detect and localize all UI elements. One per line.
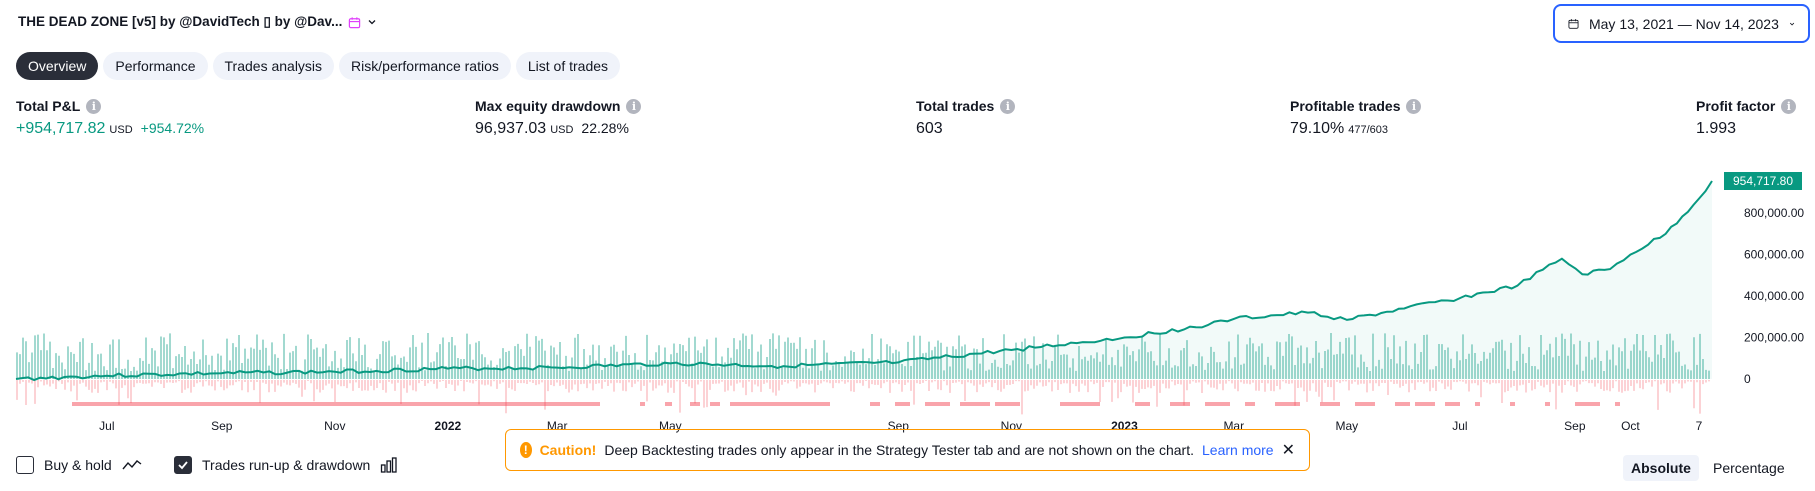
strategy-title[interactable]: THE DEAD ZONE [v5] by @DavidTech ▯ by @D… (18, 14, 377, 30)
x-tick-label: 2022 (435, 419, 462, 433)
runup-checkbox[interactable] (174, 456, 192, 474)
x-tick-label: May (1336, 419, 1359, 433)
caution-text: Deep Backtesting trades only appear in t… (604, 442, 1194, 458)
metric-title: Profitable trades (1290, 98, 1401, 114)
metric-max-drawdown: Max equity drawdown i 96,937.03 USD 22.28… (475, 98, 642, 138)
info-icon[interactable]: i (86, 98, 102, 114)
calendar-icon (1568, 18, 1579, 29)
info-icon[interactable]: i (1406, 98, 1422, 114)
x-tick-label: Sep (1564, 419, 1586, 433)
info-icon[interactable]: i (626, 98, 642, 114)
chevron-down-icon (1789, 22, 1795, 25)
metric-title: Max equity drawdown (475, 98, 621, 114)
chevron-down-icon[interactable] (367, 17, 377, 27)
caution-title: Caution! (539, 442, 597, 458)
line-chart-icon (122, 460, 142, 470)
metric-total-trades: Total trades i 603 (916, 98, 1016, 138)
equity-area (16, 181, 1712, 381)
strategy-title-text: THE DEAD ZONE [v5] by @DavidTech ▯ by @D… (18, 14, 343, 29)
learn-more-link[interactable]: Learn more (1202, 442, 1274, 458)
equity-line (15, 180, 1713, 382)
tab-overview[interactable]: Overview (16, 52, 99, 80)
metric-profitable-trades: Profitable trades i 79.10% 477/603 (1290, 98, 1422, 138)
buy-hold-label: Buy & hold (44, 457, 112, 473)
metric-value: +954,717.82 (16, 120, 106, 137)
tab-risk-performance-ratios[interactable]: Risk/performance ratios (339, 52, 511, 80)
warning-icon: ! (520, 442, 532, 458)
metric-value: 603 (916, 120, 943, 137)
checkmark-icon (178, 461, 188, 470)
metric-sub: 477/603 (1348, 124, 1389, 136)
buy-hold-toggle[interactable]: Buy & hold (16, 456, 142, 474)
report-tabs: Overview Performance Trades analysis Ris… (16, 52, 621, 80)
x-tick-label: Sep (211, 419, 233, 433)
runup-label: Trades run-up & drawdown (202, 457, 371, 473)
x-tick-label: Oct (1621, 419, 1640, 433)
last-value-label: 954,717.80 (1733, 174, 1793, 188)
equity-chart[interactable]: 0 200,000.00 400,000.00 600,000.00 800,000.0… (0, 160, 1815, 440)
metric-title: Profit factor (1696, 98, 1776, 114)
close-icon[interactable]: ✕ (1281, 442, 1295, 459)
y-tick-label: 800,000.00 (1744, 206, 1804, 220)
y-tick-label: 200,000.00 (1744, 331, 1804, 345)
metric-total-pnl: Total P&L i +954,717.82 USD +954.72% (16, 98, 204, 138)
y-tick-label: 0 (1744, 372, 1751, 386)
metric-title: Total P&L (16, 98, 81, 114)
date-range-selector[interactable]: May 13, 2021 — Nov 14, 2023 (1553, 4, 1810, 43)
x-tick-label: 7 (1696, 419, 1703, 433)
metric-value: 96,937.03 (475, 120, 547, 137)
tab-list-of-trades[interactable]: List of trades (515, 52, 621, 80)
metric-unit: USD (550, 124, 574, 136)
x-tick-label: Jul (99, 419, 114, 433)
date-range-label: May 13, 2021 — Nov 14, 2023 (1588, 15, 1779, 32)
absolute-mode-button[interactable]: Absolute (1623, 455, 1699, 481)
metric-unit: USD (109, 124, 133, 136)
metric-title: Total trades (916, 98, 995, 114)
caution-banner: ! Caution! Deep Backtesting trades only … (505, 429, 1310, 471)
info-icon[interactable]: i (1781, 98, 1797, 114)
metric-percent: 22.28% (581, 120, 629, 136)
x-tick-label: Nov (324, 419, 345, 433)
tab-performance[interactable]: Performance (103, 52, 208, 80)
y-tick-label: 400,000.00 (1744, 289, 1804, 303)
bar-chart-icon (381, 457, 397, 473)
metric-percent: +954.72% (140, 120, 205, 136)
last-value-badge (1724, 172, 1802, 190)
tab-trades-analysis[interactable]: Trades analysis (212, 52, 335, 80)
percentage-mode-button[interactable]: Percentage (1713, 460, 1785, 476)
calendar-badge-icon (349, 16, 361, 28)
buy-hold-checkbox[interactable] (16, 456, 34, 474)
y-tick-label: 600,000.00 (1744, 248, 1804, 262)
info-icon[interactable]: i (1000, 98, 1016, 114)
x-tick-label: Jul (1452, 419, 1467, 433)
metric-value: 1.993 (1696, 120, 1737, 137)
runup-drawdown-toggle[interactable]: Trades run-up & drawdown (174, 456, 398, 474)
metric-value: 79.10% (1290, 120, 1345, 137)
metric-profit-factor: Profit factor i 1.993 (1696, 98, 1797, 138)
